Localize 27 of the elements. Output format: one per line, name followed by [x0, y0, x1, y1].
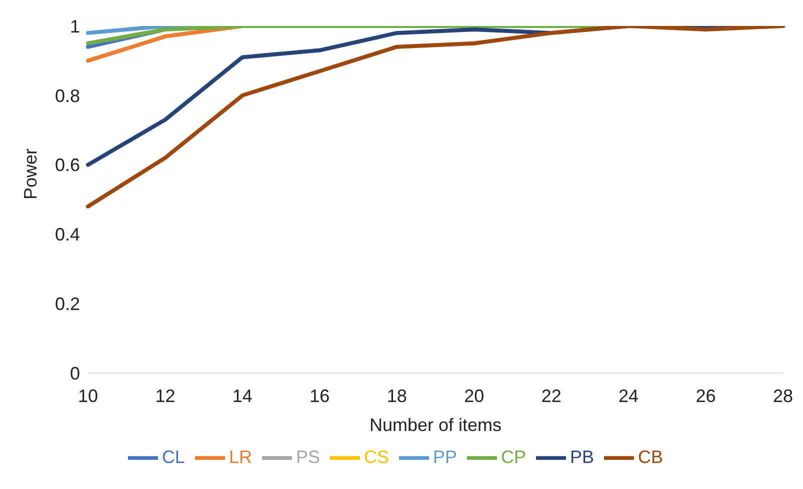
legend-label: CL: [162, 446, 185, 467]
y-tick-label: 1: [70, 16, 80, 36]
x-tick-label: 14: [232, 386, 252, 406]
y-tick-label: 0.2: [54, 294, 80, 314]
x-tick-label: 22: [541, 386, 562, 406]
line-series: [86, 26, 785, 208]
x-tick-label: 28: [772, 386, 794, 406]
x-tick-label: 18: [386, 386, 407, 406]
legend-label: PB: [570, 446, 594, 467]
legend-label: CS: [364, 446, 389, 467]
x-axis-title: Number of items: [369, 415, 502, 435]
x-tick-label: 12: [155, 386, 176, 406]
x-tick-label: 20: [464, 386, 484, 406]
x-tick-label: 10: [78, 386, 98, 406]
legend-label: PS: [296, 446, 320, 467]
y-tick-label: 0.8: [54, 86, 80, 106]
legend-label: PP: [433, 446, 458, 467]
x-tick-label: 26: [696, 386, 716, 406]
y-axis-title: Power: [20, 148, 40, 200]
x-tick-label: 16: [310, 386, 330, 406]
y-tick-label: 0: [70, 363, 80, 384]
y-tick-label: 0.6: [54, 155, 80, 176]
legend-label: CP: [501, 446, 526, 467]
legend-label: LR: [228, 446, 252, 467]
legend-label: CB: [638, 446, 664, 467]
x-tick-label: 24: [618, 386, 639, 406]
y-tick-label: 0.4: [54, 224, 80, 245]
